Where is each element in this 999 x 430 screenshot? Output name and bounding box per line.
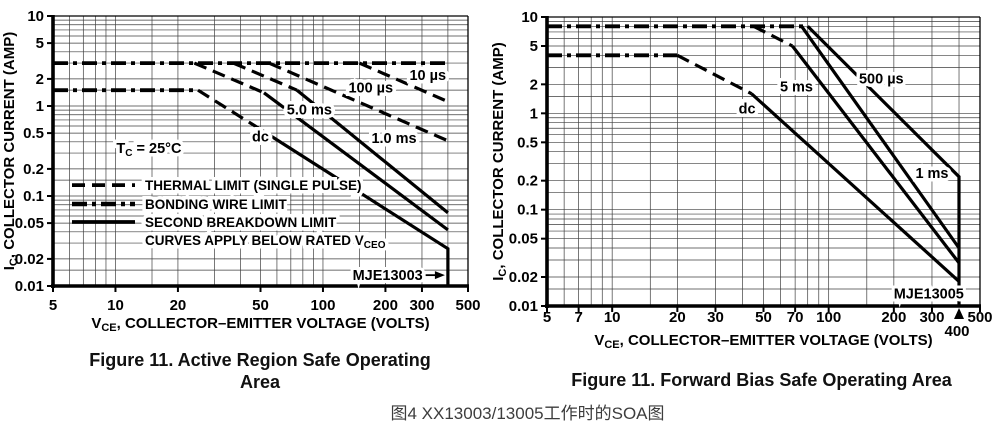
curve-label: dc xyxy=(739,102,756,118)
series-thermal-limit-dc xyxy=(197,88,262,131)
y-tick-label: 0.2 xyxy=(23,161,44,178)
series-second-breakdown-dc xyxy=(259,128,450,286)
y-tick-label: 10 xyxy=(521,9,538,26)
active-region-soa-block: 10 5 2 1 0.5 0.2 0.1 0.05 0.02 0.01 5 10 20 50 100 200 3… xyxy=(0,0,490,430)
y-tick-label: 0.1 xyxy=(517,202,538,219)
series-thermal-limit-10us xyxy=(358,61,449,104)
x-axis-title: VCE, COLLECTOR–EMITTER VOLTAGE (VOLTS) xyxy=(594,332,932,351)
series-second-breakdown-1ms xyxy=(295,88,449,215)
y-tick-label: 1 xyxy=(36,98,44,115)
x-tick-label: 5 xyxy=(543,309,551,326)
series-thermal-limit-5ms xyxy=(193,61,265,95)
device-arrow-head xyxy=(434,271,445,280)
y-tick-label: 0.5 xyxy=(23,125,44,142)
y-tick-label: 2 xyxy=(36,71,44,88)
temperature-note: TC = 25°C xyxy=(116,141,182,159)
series-second-breakdown-5ms xyxy=(263,91,449,232)
y-tick-label: 0.05 xyxy=(15,215,44,232)
y-tick-label: 1 xyxy=(530,105,538,122)
x-tick-label: 20 xyxy=(669,309,686,326)
x-tick-label: 100 xyxy=(310,297,335,314)
grid xyxy=(546,16,981,307)
x-annotation-label: 400 xyxy=(945,323,970,340)
curve-label: 1 ms xyxy=(915,166,948,182)
x-tick-label: 300 xyxy=(919,309,944,326)
figure-caption-line: Area xyxy=(239,372,281,392)
y-tick-label: 0.05 xyxy=(509,231,538,248)
x-tick-label: 20 xyxy=(170,297,187,314)
curve-label: 10 µs xyxy=(409,68,446,84)
x-tick-label: 200 xyxy=(881,309,906,326)
legend-label: CURVES APPLY BELOW RATED VCEO xyxy=(145,233,386,251)
y-axis-title: IC, COLLECTOR CURRENT (AMP) xyxy=(490,42,509,281)
y-tick-label: 2 xyxy=(530,76,538,93)
x-tick-label: 300 xyxy=(409,297,434,314)
figure-caption-forward-bias: Figure 11. Forward Bias Safe Operating A… xyxy=(490,369,999,391)
forward-bias-soa-chart: 10 5 2 1 0.5 0.2 0.1 0.05 0.02 0.01 5 7 10 20 30 50 70 10… xyxy=(490,0,999,362)
series-second-breakdown-5ms xyxy=(791,45,961,264)
x-tick-label: 30 xyxy=(707,309,724,326)
series-second-breakdown-1ms xyxy=(800,25,961,249)
x-tick-label: 70 xyxy=(787,309,804,326)
x-tick-label: 200 xyxy=(373,297,398,314)
curve-label: 1.0 ms xyxy=(371,131,416,147)
y-tick-label: 5 xyxy=(36,35,44,52)
y-tick-label: 0.02 xyxy=(509,269,538,286)
curve-label: 500 µs xyxy=(859,71,904,87)
y-axis-title: IC, COLLECTOR CURRENT (AMP) xyxy=(1,32,20,271)
x-tick-label: 7 xyxy=(574,309,582,326)
y-tick-label: 0.01 xyxy=(15,278,44,295)
x-axis-title: VCE, COLLECTOR–EMITTER VOLTAGE (VOLTS) xyxy=(91,315,429,334)
x-tick-label: 500 xyxy=(455,297,480,314)
curve-label: dc xyxy=(252,129,269,145)
series-thermal-limit-1ms xyxy=(232,61,298,92)
series-thermal-limit-5ms xyxy=(752,24,794,48)
series-second-breakdown-dc xyxy=(750,92,961,283)
forward-bias-soa-block: 10 5 2 1 0.5 0.2 0.1 0.05 0.02 0.01 5 7 10 20 30 50 70 10… xyxy=(490,0,999,430)
curve-label: 100 µs xyxy=(348,81,393,97)
x-tick-label: 10 xyxy=(107,297,124,314)
x-tick-label: 5 xyxy=(49,297,57,314)
x-tick-label: 500 xyxy=(967,309,992,326)
y-tick-label: 5 xyxy=(530,38,538,55)
x-annotation-arrow xyxy=(954,308,965,319)
y-tick-label: 0.1 xyxy=(23,188,44,205)
series-second-breakdown-500us xyxy=(806,25,961,306)
series-thermal-limit-dc xyxy=(676,53,753,96)
x-tick-label: 10 xyxy=(604,309,621,326)
curve-label: 5.0 ms xyxy=(287,102,332,118)
y-tick-label: 0.2 xyxy=(517,173,538,190)
y-tick-label: 0.5 xyxy=(517,134,538,151)
y-tick-label: 0.02 xyxy=(15,251,44,268)
legend-label: BONDING WIRE LIMIT xyxy=(145,197,287,212)
device-label: MJE13003 xyxy=(353,268,423,284)
figure-caption-active-region: Figure 11. Active Region Safe Operating … xyxy=(0,349,490,393)
x-tick-label: 100 xyxy=(816,309,841,326)
active-region-soa-chart: 10 5 2 1 0.5 0.2 0.1 0.05 0.02 0.01 5 10 20 50 100 200 3… xyxy=(0,0,490,345)
legend-label: SECOND BREAKDOWN LIMIT xyxy=(145,215,337,230)
y-tick-label: 10 xyxy=(27,8,44,25)
curve-label: 5 ms xyxy=(780,79,813,95)
figure-caption-line: Figure 11. Active Region Safe Operating xyxy=(89,350,431,370)
x-tick-label: 50 xyxy=(252,297,269,314)
legend-label: THERMAL LIMIT (SINGLE PULSE) xyxy=(145,178,362,193)
x-tick-label: 50 xyxy=(755,309,772,326)
series-thermal-limit-100us xyxy=(268,61,449,143)
y-tick-label: 0.01 xyxy=(509,298,538,315)
page-caption: 图4 XX13003/13005工作时的SOA图 xyxy=(390,404,665,423)
device-label: MJE13005 xyxy=(894,286,964,302)
figure-caption-line: Figure 11. Forward Bias Safe Operating A… xyxy=(571,370,952,390)
